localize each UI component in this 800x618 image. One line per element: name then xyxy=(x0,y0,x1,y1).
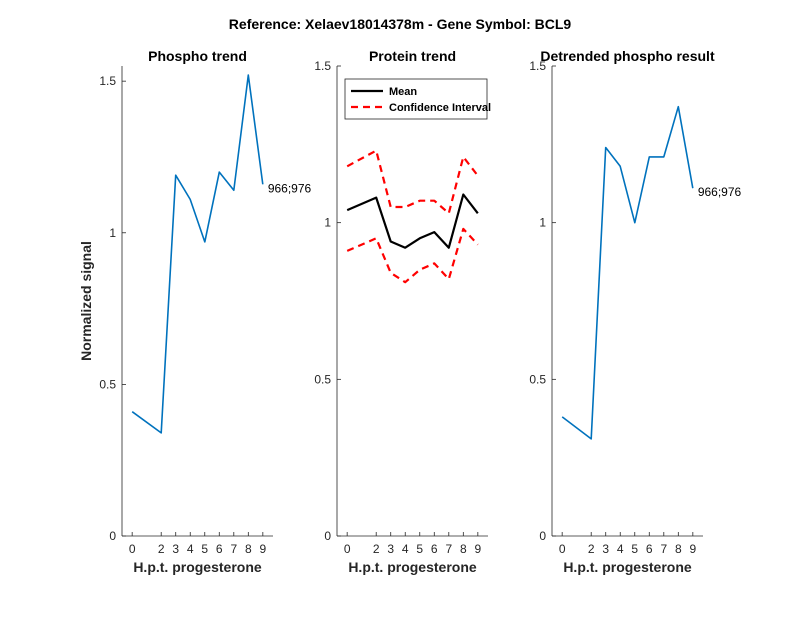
series-annotation: 966;976 xyxy=(698,185,742,199)
legend: Mean Confidence Interval xyxy=(344,78,491,120)
chart-panel-2: 0 0.5 1 1.5 0 2 3 4 5 6 7 8 9 Protein trend H.p.t. pro… xyxy=(314,48,491,575)
y-tick-label: 0.5 xyxy=(99,377,116,391)
x-tick-label: 3 xyxy=(172,542,179,556)
series-line-2 xyxy=(346,149,479,215)
x-tick-label: 5 xyxy=(631,542,638,556)
series-line-1 xyxy=(346,193,479,249)
y-tick-label: 1.5 xyxy=(99,74,116,88)
x-tick-label: 2 xyxy=(373,542,380,556)
y-tick-label: 0 xyxy=(539,529,546,543)
chart-panel-1: 0 0.5 1 1.5 0 2 3 4 5 6 7 8 9 Phospho trend H.p.t. pro… xyxy=(78,48,312,575)
x-tick-label: 0 xyxy=(129,542,136,556)
x-tick-label: 8 xyxy=(675,542,682,556)
y-tick-label: 0.5 xyxy=(529,372,546,386)
x-tick-label: 2 xyxy=(158,542,165,556)
chart-panel-3: 0 0.5 1 1.5 0 2 3 4 5 6 7 8 9 Detrended phospho resul… xyxy=(529,48,741,575)
x-tick-label: 4 xyxy=(187,542,194,556)
y-tick-label: 0 xyxy=(324,529,331,543)
x-tick-label: 8 xyxy=(245,542,252,556)
x-tick-label: 6 xyxy=(216,542,223,556)
legend-box xyxy=(344,78,488,120)
x-tick-label: 3 xyxy=(602,542,609,556)
panel-title: Phospho trend xyxy=(148,48,247,64)
x-tick-label: 7 xyxy=(230,542,237,556)
y-tick-label: 1.5 xyxy=(314,59,331,73)
x-tick-label: 7 xyxy=(445,542,452,556)
y-tick-label: 0 xyxy=(109,529,116,543)
x-tick-label: 9 xyxy=(474,542,481,556)
series-line-1 xyxy=(131,74,264,434)
x-axis-label: H.p.t. progesterone xyxy=(348,559,477,575)
y-tick-label: 1 xyxy=(109,226,116,240)
x-tick-label: 3 xyxy=(387,542,394,556)
x-tick-label: 6 xyxy=(431,542,438,556)
figure-title: Reference: Xelaev18014378m - Gene Symbol… xyxy=(229,16,572,32)
x-tick-label: 0 xyxy=(559,542,566,556)
y-axis-label: Normalized signal xyxy=(78,241,94,361)
x-tick-label: 8 xyxy=(460,542,467,556)
x-tick-label: 9 xyxy=(259,542,266,556)
x-tick-label: 6 xyxy=(646,542,653,556)
x-tick-label: 2 xyxy=(588,542,595,556)
panel-title: Detrended phospho result xyxy=(540,48,715,64)
legend-label: Confidence Interval xyxy=(389,102,491,114)
x-tick-label: 9 xyxy=(689,542,696,556)
x-tick-label: 7 xyxy=(660,542,667,556)
y-tick-label: 1 xyxy=(324,216,331,230)
legend-label: Mean xyxy=(389,86,417,98)
x-axis-label: H.p.t. progesterone xyxy=(563,559,692,575)
x-tick-label: 4 xyxy=(402,542,409,556)
series-line-1 xyxy=(561,105,694,440)
panel-title: Protein trend xyxy=(369,48,456,64)
x-tick-label: 5 xyxy=(416,542,423,556)
y-tick-label: 1 xyxy=(539,216,546,230)
x-tick-label: 5 xyxy=(201,542,208,556)
x-tick-label: 4 xyxy=(617,542,624,556)
y-tick-label: 0.5 xyxy=(314,372,331,386)
series-annotation: 966;976 xyxy=(268,181,312,195)
x-tick-label: 0 xyxy=(344,542,351,556)
y-tick-label: 1.5 xyxy=(529,59,546,73)
x-axis-label: H.p.t. progesterone xyxy=(133,559,262,575)
